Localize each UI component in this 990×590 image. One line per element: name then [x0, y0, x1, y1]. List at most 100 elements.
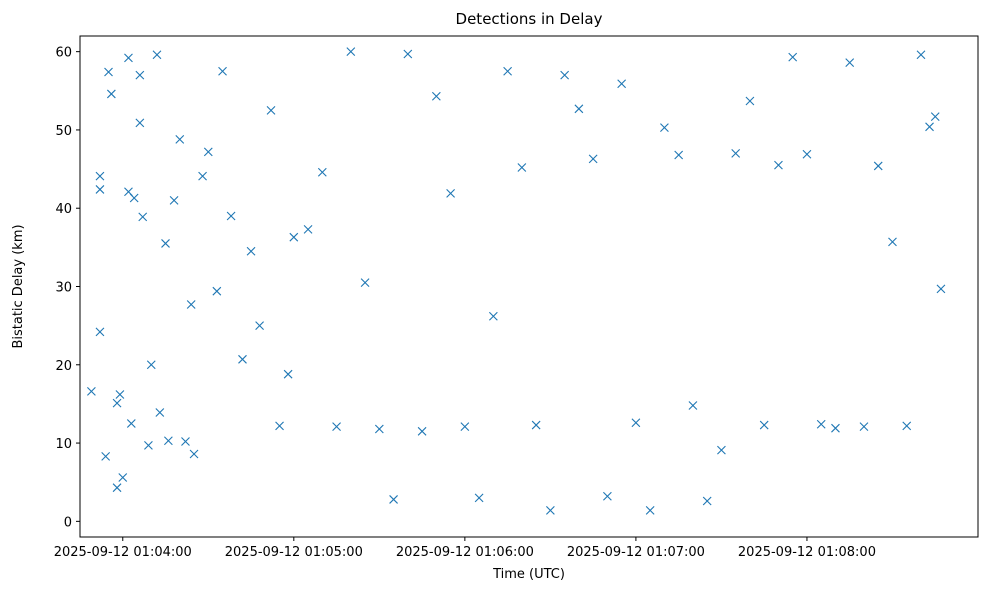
data-point: [845, 58, 855, 68]
data-point: [104, 67, 113, 77]
data-point: [115, 390, 125, 399]
data-point: [218, 66, 227, 76]
data-point: [545, 505, 555, 515]
data-point: [332, 422, 341, 432]
x-tick-label: 2025-09-12 01:08:00: [738, 545, 876, 560]
data-point: [95, 171, 105, 181]
data-point: [346, 47, 356, 57]
data-point: [417, 426, 427, 436]
data-point: [186, 300, 196, 309]
data-point: [226, 211, 236, 221]
data-point: [660, 123, 669, 132]
y-tick-label: 40: [55, 202, 72, 217]
x-tick-label: 2025-09-12 01:07:00: [567, 545, 705, 560]
data-point: [360, 278, 370, 287]
data-point: [106, 89, 116, 99]
data-point: [124, 53, 133, 63]
data-point: [859, 422, 869, 432]
data-point: [181, 437, 190, 446]
data-point: [588, 154, 598, 164]
y-tick-label: 10: [55, 437, 72, 452]
data-point: [431, 91, 441, 101]
data-point: [118, 473, 128, 482]
data-point: [87, 387, 96, 396]
data-point: [138, 212, 148, 222]
data-point: [936, 284, 946, 294]
data-point: [95, 327, 105, 337]
x-axis-title: Time (UTC): [492, 567, 565, 582]
y-tick-label: 30: [55, 281, 72, 296]
data-point: [745, 96, 755, 106]
data-point: [759, 420, 769, 430]
x-tick-label: 2025-09-12 01:06:00: [396, 545, 534, 560]
ticks-layer: 2025-09-12 01:04:00 2025-09-12 01:05:00 20…: [54, 46, 876, 560]
data-point: [163, 436, 173, 446]
data-point: [135, 118, 145, 128]
data-point: [560, 70, 570, 80]
data-point: [238, 354, 247, 364]
data-point: [902, 421, 912, 431]
data-point: [289, 232, 299, 242]
data-point: [888, 237, 897, 247]
data-point: [446, 188, 455, 198]
data-point: [916, 50, 926, 60]
data-point: [146, 360, 156, 370]
data-point: [161, 239, 170, 248]
data-point: [266, 105, 276, 115]
data-point: [731, 149, 741, 158]
data-point: [275, 421, 284, 431]
data-point: [152, 50, 162, 60]
data-point: [816, 419, 826, 429]
data-point: [403, 49, 413, 59]
data-point: [717, 445, 726, 455]
data-point: [212, 286, 222, 296]
data-point: [617, 79, 627, 89]
data-point: [774, 160, 783, 170]
data-point: [95, 185, 105, 194]
data-point: [831, 423, 840, 433]
data-point: [802, 149, 812, 159]
data-point: [112, 483, 122, 493]
data-point: [246, 246, 256, 256]
y-tick-label: 60: [55, 46, 72, 61]
data-point: [374, 424, 384, 434]
data-point: [175, 134, 185, 144]
data-point: [488, 311, 498, 321]
data-point: [517, 163, 527, 172]
data-point: [574, 104, 584, 114]
data-point: [873, 161, 883, 171]
data-point: [925, 122, 934, 132]
data-point: [255, 321, 264, 331]
data-point: [283, 369, 293, 379]
chart-title: Detections in Delay: [456, 10, 603, 28]
data-point: [303, 224, 313, 234]
data-point: [702, 496, 712, 506]
data-point: [189, 449, 199, 459]
data-point: [389, 495, 398, 504]
data-point: [129, 193, 139, 203]
data-point: [674, 150, 684, 160]
data-point: [603, 491, 612, 501]
data-point: [531, 420, 541, 430]
data-point: [474, 493, 484, 503]
data-point: [930, 112, 940, 122]
y-tick-label: 0: [64, 515, 72, 530]
data-point: [788, 52, 798, 62]
data-point: [126, 419, 136, 428]
y-axis-title: Bistatic Delay (km): [11, 224, 26, 348]
data-point: [645, 505, 655, 515]
data-point: [460, 422, 470, 432]
data-point: [317, 167, 327, 177]
data-point: [101, 451, 111, 461]
data-point: [198, 171, 207, 181]
data-point: [503, 66, 513, 76]
data-point: [135, 70, 145, 80]
data-point: [169, 196, 179, 205]
data-point: [155, 408, 165, 417]
data-point: [203, 147, 213, 157]
marks-layer: [87, 47, 946, 515]
data-point: [144, 441, 153, 450]
